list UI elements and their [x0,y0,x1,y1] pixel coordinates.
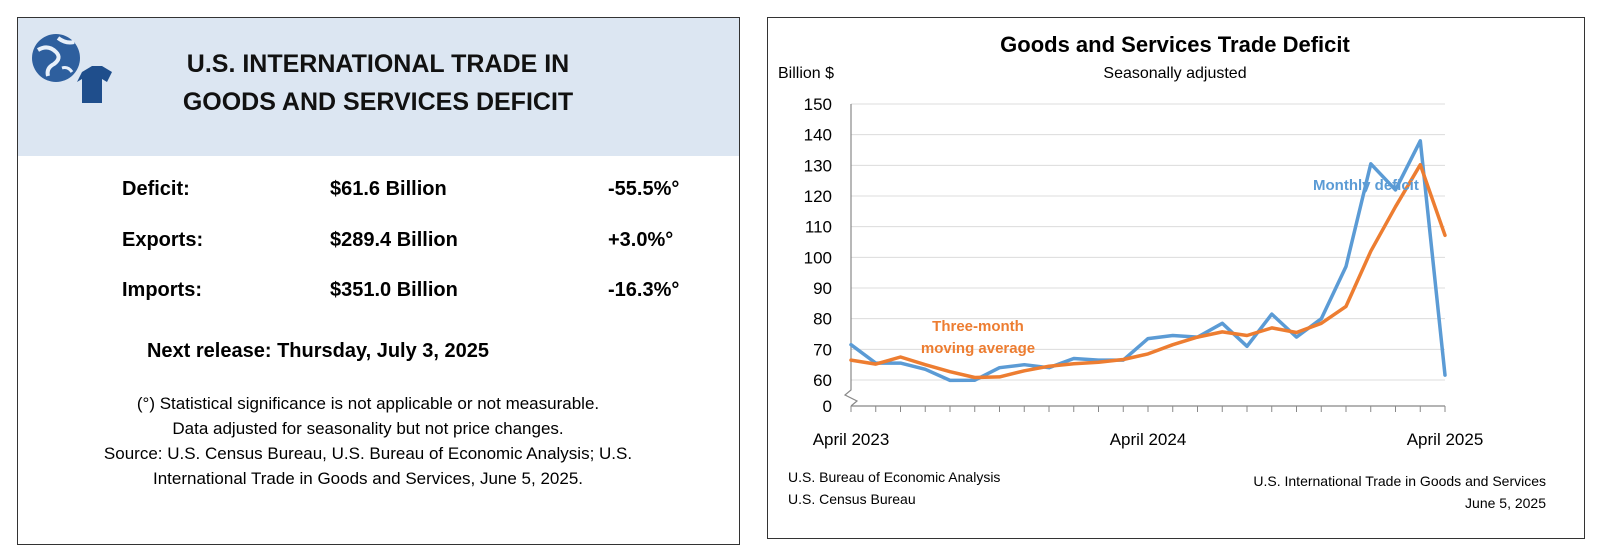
y-axis-label: Billion $ [778,65,834,82]
chart-title: Goods and Services Trade Deficit [1000,32,1350,57]
x-tick-label: April 2023 [813,430,890,449]
gridlines [851,103,1445,381]
trade-deficit-chart: Goods and Services Trade Deficit Seasona… [778,32,1546,511]
y-tick-label: 110 [805,218,832,237]
moving-average-annotation-line1: Three-month [932,318,1024,335]
imports-label: Imports: [122,279,202,301]
exports-row: Exports: $289.4 Billion +3.0%° [18,229,739,259]
moving-average-annotation-line2: moving average [921,340,1035,357]
note-line: International Trade in Goods and Service… [153,469,583,488]
note-line: (°) Statistical significance is not appl… [136,394,600,413]
y-tick-label: 120 [804,187,832,206]
summary-title-line1: U.S. INTERNATIONAL TRADE IN [186,50,570,78]
y-tick-labels: 0 60 70 80 90 100 110 120 130 140 150 [804,95,832,416]
summary-title: U.S. INTERNATIONAL TRADE IN GOODS AND SE… [128,45,628,121]
x-tick-label: April 2025 [1407,430,1484,449]
deficit-value: $61.6 Billion [330,178,447,200]
y-tick-label: 80 [813,310,832,329]
y-tick-label: 130 [804,156,832,175]
exports-value: $289.4 Billion [330,229,458,251]
chart-subtitle: Seasonally adjusted [1103,65,1246,82]
notes: (°) Statistical significance is not appl… [18,391,718,491]
source-right-line2: June 5, 2025 [1465,495,1546,511]
imports-change: -16.3%° [608,279,680,301]
summary-title-line2: GOODS AND SERVICES DEFICIT [182,88,574,116]
source-left-line2: U.S. Census Bureau [788,491,916,507]
imports-value: $351.0 Billion [330,279,458,301]
source-left-line1: U.S. Bureau of Economic Analysis [788,469,1000,485]
imports-row: Imports: $351.0 Billion -16.3%° [18,279,739,309]
exports-label: Exports: [122,229,204,251]
summary-panel: U.S. INTERNATIONAL TRADE IN GOODS AND SE… [17,17,740,545]
deficit-label: Deficit: [122,178,190,200]
deficit-row: Deficit: $61.6 Billion -55.5%° [18,178,739,208]
globe-and-shirt-icon [32,34,112,103]
note-line: Source: U.S. Census Bureau, U.S. Bureau … [103,444,633,463]
y-tick-label: 90 [813,279,832,298]
y-tick-label: 140 [804,126,832,145]
moving-average-line [849,162,1447,380]
y-tick-label: 70 [813,340,832,359]
next-release: Next release: Thursday, July 3, 2025 [146,340,490,362]
monthly-deficit-annotation: Monthly deficit [1313,177,1419,194]
note-line: Data adjusted for seasonality but not pr… [172,419,564,438]
series [849,139,1447,383]
x-tick-label: April 2024 [1110,430,1187,449]
y-tick-label: 150 [804,95,832,114]
y-axis-line [843,104,859,407]
chart-panel: Goods and Services Trade Deficit Seasona… [767,17,1585,539]
source-right-line1: U.S. International Trade in Goods and Se… [1253,473,1546,489]
deficit-change: -55.5%° [608,178,680,200]
y-tick-label: 100 [804,248,832,267]
summary-header: U.S. INTERNATIONAL TRADE IN GOODS AND SE… [18,18,739,156]
monthly-deficit-line [849,139,1447,383]
exports-change: +3.0%° [608,229,674,251]
x-tick-labels: April 2023 April 2024 April 2025 [813,430,1484,449]
y-tick-label: 60 [813,371,832,390]
y-tick-label: 0 [823,397,832,416]
axes [843,104,1446,412]
